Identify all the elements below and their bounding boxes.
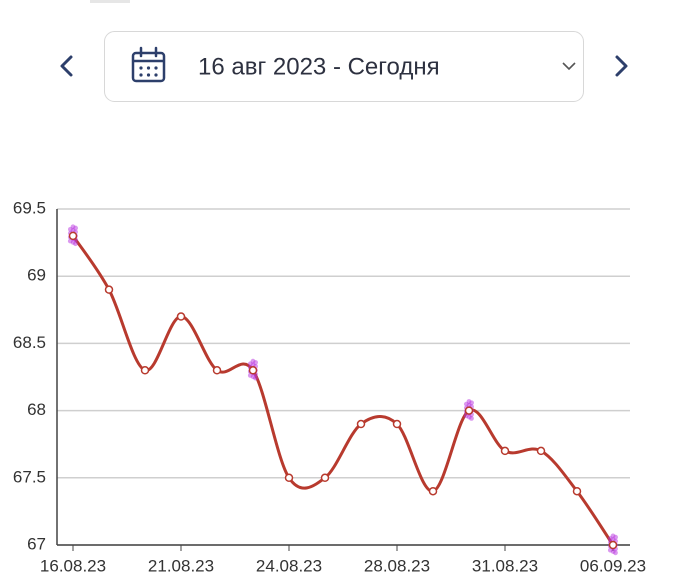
point	[248, 366, 258, 375]
y-tick-label: 68	[27, 400, 46, 419]
point	[176, 312, 186, 321]
line	[71, 235, 615, 546]
next-button[interactable]	[615, 55, 628, 77]
highlight-marker	[613, 550, 618, 556]
point	[572, 486, 582, 496]
point	[500, 446, 510, 456]
point	[104, 285, 114, 294]
highlight-marker	[469, 416, 474, 421]
point	[320, 473, 330, 483]
calendar-icon	[131, 46, 166, 83]
point	[464, 406, 474, 415]
highlight-marker	[73, 241, 78, 247]
top-bar	[90, 0, 130, 3]
y-tick-label: 67	[27, 534, 46, 553]
point	[428, 486, 438, 496]
date-picker[interactable]	[104, 31, 584, 102]
point	[356, 419, 366, 429]
point	[284, 473, 294, 483]
point	[140, 366, 150, 375]
point	[68, 231, 78, 241]
point	[608, 540, 618, 550]
x-tick-label: 31.08.23	[472, 556, 538, 575]
point	[212, 366, 222, 375]
y-tick-label: 67.5	[13, 467, 46, 486]
x-tick-label: 16.08.23	[40, 556, 106, 575]
prev-button[interactable]	[60, 55, 73, 77]
x-tick-label: 28.08.23	[364, 556, 430, 575]
date-range: 16 авг 2023 - Сегодня	[198, 53, 440, 80]
y-tick-label: 68.5	[13, 333, 46, 352]
y-tick-label: 69	[27, 266, 46, 285]
y-tick-label: 69.5	[13, 198, 46, 217]
point	[392, 419, 402, 429]
x-tick-label: 21.08.23	[148, 556, 214, 575]
point	[536, 446, 546, 456]
x-tick-label: 24.08.23	[256, 556, 322, 575]
dropdown-icon[interactable]	[562, 62, 576, 71]
highlight-marker	[253, 375, 258, 381]
x-tick-label: 06.09.23	[580, 556, 646, 575]
